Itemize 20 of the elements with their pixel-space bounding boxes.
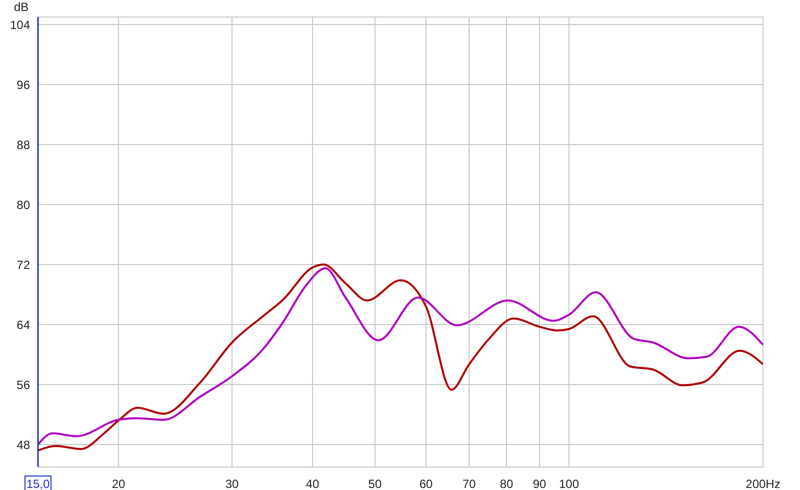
y-tick-label: 80 bbox=[16, 198, 30, 212]
x-tick-label: 70 bbox=[462, 477, 476, 490]
x-tick-label: 80 bbox=[500, 477, 514, 490]
x-tick-label: 30 bbox=[225, 477, 239, 490]
x-tick-label: 100 bbox=[558, 477, 580, 490]
x-tick-label: 200Hz bbox=[746, 477, 780, 490]
y-tick-label: 72 bbox=[16, 258, 30, 272]
y-tick-label: 64 bbox=[16, 318, 30, 332]
y-axis-title: dB bbox=[14, 0, 29, 14]
x-tick-label: 20 bbox=[112, 477, 126, 490]
x-tick-label: 90 bbox=[532, 477, 546, 490]
y-tick-label: 96 bbox=[16, 78, 30, 92]
x-tick-label: 50 bbox=[368, 477, 382, 490]
x-tick-label: 60 bbox=[419, 477, 434, 490]
y-tick-label: 56 bbox=[16, 378, 30, 392]
y-tick-label: 104 bbox=[10, 18, 30, 32]
x-tick-label: 15,0 bbox=[26, 477, 50, 490]
y-tick-label: 48 bbox=[16, 438, 30, 452]
x-tick-label: 40 bbox=[306, 477, 320, 490]
y-tick-label: 88 bbox=[16, 138, 30, 152]
